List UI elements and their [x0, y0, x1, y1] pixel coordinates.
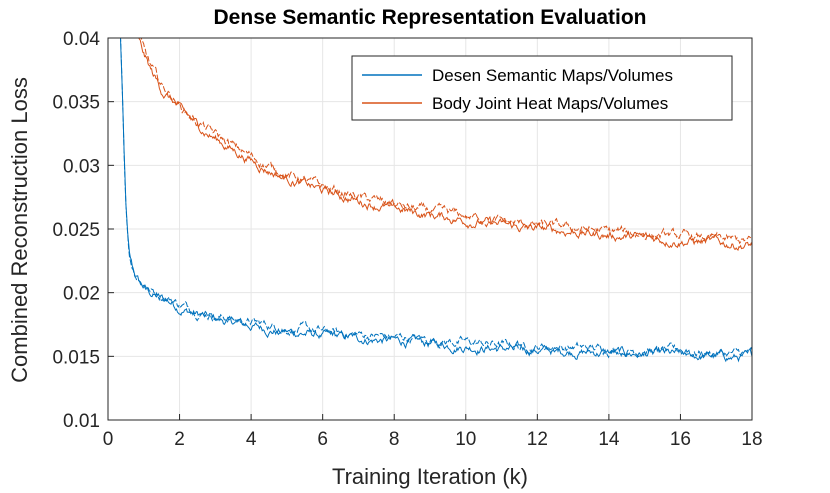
- x-tick-label: 2: [174, 429, 185, 450]
- y-tick-label: 0.03: [63, 156, 100, 177]
- y-tick-label: 0.04: [63, 29, 100, 50]
- y-tick-label: 0.01: [63, 411, 100, 432]
- legend-label-joint: Body Joint Heat Maps/Volumes: [432, 94, 668, 113]
- series-line-1: [140, 38, 752, 245]
- x-tick-label: 16: [670, 429, 691, 450]
- axis-ticks: 0 2 4 6 8 10 12 14 16 18 0.01 0.015 0.02 0.025 0.03 0.0…: [52, 29, 762, 450]
- x-tick-label: 12: [527, 429, 548, 450]
- chart-title: Dense Semantic Representation Evaluation: [214, 6, 647, 29]
- y-tick-label: 0.035: [52, 93, 100, 114]
- legend: Desen Semantic Maps/Volumes Body Joint H…: [351, 55, 733, 121]
- series-line-0: [120, 38, 752, 359]
- series-line-0: [120, 38, 752, 363]
- x-tick-label: 4: [246, 429, 257, 450]
- y-tick-label: 0.025: [52, 220, 100, 241]
- y-tick-label: 0.015: [52, 347, 100, 368]
- x-tick-label: 6: [317, 429, 328, 450]
- x-tick-label: 8: [389, 429, 400, 450]
- x-tick-label: 18: [741, 429, 762, 450]
- y-axis-label: Combined Reconstruction Loss: [7, 77, 32, 383]
- plot-area: [120, 38, 752, 363]
- y-tick-label: 0.02: [63, 284, 100, 305]
- x-tick-label: 14: [598, 429, 620, 450]
- x-tick-label: 10: [455, 429, 476, 450]
- x-tick-label: 0: [103, 429, 114, 450]
- legend-box: [351, 55, 733, 121]
- x-axis-label: Training Iteration (k): [332, 464, 528, 489]
- legend-label-semantic: Desen Semantic Maps/Volumes: [432, 66, 673, 85]
